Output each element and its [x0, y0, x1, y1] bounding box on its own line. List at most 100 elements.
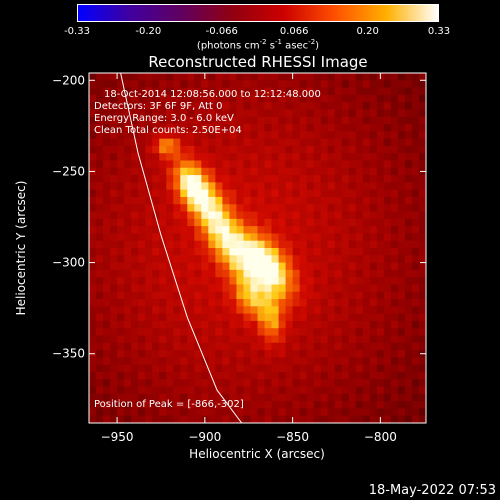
heatmap-cell	[194, 196, 202, 205]
heatmap-cell	[236, 371, 245, 380]
heatmap-cell	[278, 393, 287, 402]
heatmap-cell	[229, 240, 238, 249]
heatmap-cell	[138, 240, 146, 249]
heatmap-cell	[376, 401, 385, 410]
heatmap-cell	[397, 328, 406, 337]
heatmap-cell	[250, 415, 259, 423]
heatmap-cell	[306, 124, 315, 132]
heatmap-cell	[250, 94, 259, 103]
heatmap-cell	[243, 350, 252, 358]
heatmap-cell	[334, 408, 343, 417]
heatmap-cell	[103, 262, 111, 271]
heatmap-cell	[173, 153, 181, 162]
heatmap-cell	[362, 131, 371, 140]
heatmap-cell	[320, 87, 329, 96]
heatmap-cell	[404, 145, 413, 154]
heatmap-cell	[187, 124, 195, 132]
heatmap-cell	[152, 102, 160, 111]
heatmap-cell	[397, 262, 406, 271]
heatmap-cell	[138, 167, 146, 176]
heatmap-cell	[187, 328, 195, 337]
heatmap-cell	[117, 269, 125, 278]
heatmap-cell	[327, 153, 336, 162]
heatmap-cell	[89, 218, 97, 227]
heatmap-cell	[299, 248, 308, 256]
heatmap-cell	[117, 401, 125, 410]
heatmap-cell	[229, 313, 238, 322]
heatmap-cell	[376, 255, 385, 264]
heatmap-cell	[159, 211, 167, 220]
heatmap-cell	[243, 284, 252, 293]
heatmap-cell	[313, 94, 322, 103]
heatmap-cell	[278, 320, 287, 329]
heatmap-cell	[208, 379, 216, 388]
heatmap-cell	[320, 320, 329, 329]
heatmap-cell	[411, 160, 420, 169]
heatmap-cell	[264, 116, 273, 125]
heatmap-cell	[404, 233, 413, 242]
heatmap-cell	[271, 313, 280, 322]
heatmap-cell	[411, 182, 420, 191]
heatmap-cell	[173, 167, 181, 176]
heatmap-cell	[404, 364, 413, 373]
y-tick-label: −350	[52, 347, 85, 361]
heatmap-cell	[257, 138, 266, 147]
heatmap-cell	[376, 87, 385, 96]
heatmap-cell	[355, 415, 364, 423]
heatmap-cell	[369, 357, 378, 366]
heatmap-cell	[306, 335, 315, 344]
heatmap-cell	[194, 306, 202, 315]
heatmap-cell	[229, 342, 238, 351]
heatmap-cell	[152, 248, 160, 256]
heatmap-cell	[110, 94, 118, 103]
heatmap-cell	[222, 124, 231, 132]
heatmap-cell	[320, 262, 329, 271]
heatmap-cell	[124, 233, 132, 242]
heatmap-cell	[404, 109, 413, 118]
heatmap-cell	[299, 116, 308, 125]
heatmap-cell	[124, 160, 132, 169]
heatmap-cell	[180, 291, 188, 300]
heatmap-cell	[173, 320, 181, 329]
heatmap-cell	[152, 160, 160, 169]
heatmap-cell	[89, 299, 97, 307]
heatmap-cell	[355, 226, 364, 235]
heatmap-cell	[201, 393, 209, 402]
heatmap-cell	[383, 233, 392, 242]
heatmap-cell	[404, 335, 413, 344]
heatmap-cell	[173, 371, 181, 380]
heatmap-cell	[411, 87, 420, 96]
heatmap-cell	[397, 204, 406, 213]
heatmap-cell	[222, 277, 231, 286]
heatmap-cell	[215, 94, 223, 103]
heatmap-cell	[159, 371, 167, 380]
heatmap-cell	[320, 306, 329, 315]
heatmap-cell	[411, 350, 420, 358]
heatmap-cell	[201, 269, 209, 278]
heatmap-cell	[411, 153, 420, 162]
heatmap-cell	[180, 182, 188, 191]
heatmap-cell	[376, 320, 385, 329]
heatmap-cell	[299, 102, 308, 111]
heatmap-cell	[355, 328, 364, 337]
heatmap-cell	[397, 182, 406, 191]
heatmap-cell	[159, 138, 167, 147]
heatmap-cell	[278, 109, 287, 118]
heatmap-cell	[180, 248, 188, 256]
heatmap-cell	[299, 320, 308, 329]
heatmap-cell	[362, 124, 371, 132]
heatmap-cell	[390, 248, 399, 256]
heatmap-cell	[264, 204, 273, 213]
heatmap-cell	[278, 299, 287, 307]
heatmap-cell	[89, 175, 97, 183]
heatmap-cell	[278, 269, 287, 278]
heatmap-cell	[229, 218, 238, 227]
heatmap-cell	[306, 386, 315, 395]
heatmap-cell	[152, 320, 160, 329]
heatmap-cell	[138, 313, 146, 322]
heatmap-cell	[383, 386, 392, 395]
heatmap-cell	[180, 124, 188, 132]
heatmap-cell	[89, 401, 97, 410]
heatmap-cell	[103, 167, 111, 176]
heatmap-cell	[313, 248, 322, 256]
